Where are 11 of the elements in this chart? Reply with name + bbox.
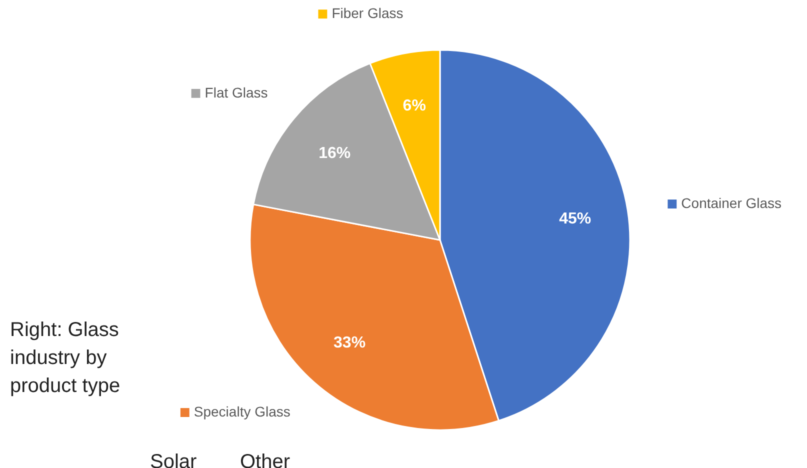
legend-label: Flat Glass bbox=[204, 84, 268, 100]
text: Right: Glass industry by product type bbox=[10, 319, 120, 397]
data-label: 16% bbox=[318, 144, 351, 162]
data-label: 33% bbox=[334, 334, 366, 352]
text: Solar bbox=[150, 451, 198, 468]
legend-label: Container Glass bbox=[681, 195, 782, 212]
data-label: 6% bbox=[402, 98, 426, 115]
data-label: 45% bbox=[559, 210, 592, 228]
legend-label: Specialty Glass bbox=[194, 404, 290, 420]
legend-label: Fiber Glass bbox=[332, 5, 404, 22]
text: Other bbox=[240, 451, 290, 468]
